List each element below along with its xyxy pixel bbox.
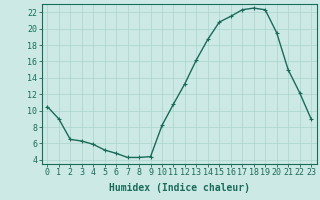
X-axis label: Humidex (Indice chaleur): Humidex (Indice chaleur) [109, 183, 250, 193]
